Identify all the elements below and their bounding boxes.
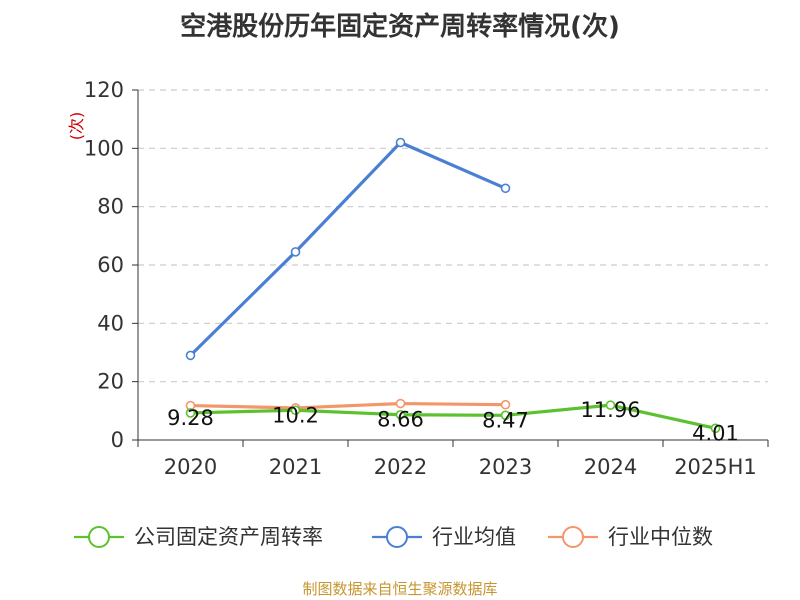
series-line bbox=[189, 140, 507, 357]
data-point bbox=[395, 137, 406, 148]
chart-title: 空港股份历年固定资产周转率情况(次) bbox=[180, 12, 620, 42]
x-tick-label: 2025H1 bbox=[674, 455, 757, 479]
data-point bbox=[500, 399, 511, 410]
y-tick-label: 100 bbox=[84, 136, 124, 160]
axes: 0 20 40 60 80 100 120 (次) 2020 2021 2022 2023 2024 20… bbox=[67, 78, 769, 479]
legend-label: 公司固定资产周转率 bbox=[134, 525, 323, 549]
data-point bbox=[395, 409, 406, 420]
grid-lines bbox=[138, 89, 768, 383]
x-tick-label: 2023 bbox=[479, 455, 532, 479]
data-label: 4.01 bbox=[692, 421, 739, 445]
data-labels: 9.28 10.2 8.66 8.47 11.96 4.01 bbox=[167, 398, 739, 445]
series-lines bbox=[185, 137, 721, 434]
y-tick-label: 0 bbox=[111, 428, 124, 452]
data-label: 9.28 bbox=[167, 406, 214, 430]
legend-item: 公司固定资产周转率 bbox=[74, 525, 323, 549]
y-tick-label: 20 bbox=[97, 370, 124, 394]
data-point bbox=[500, 410, 511, 421]
data-point bbox=[290, 247, 301, 257]
data-label: 11.96 bbox=[580, 398, 640, 422]
data-point bbox=[605, 400, 616, 410]
x-tick-label: 2024 bbox=[584, 455, 637, 479]
legend-label: 行业均值 bbox=[432, 525, 516, 549]
data-point bbox=[185, 350, 196, 361]
data-label: 10.2 bbox=[272, 403, 319, 427]
legend-label: 行业中位数 bbox=[608, 525, 713, 549]
y-tick-label: 80 bbox=[97, 195, 124, 219]
data-label: 8.47 bbox=[482, 408, 529, 432]
y-tick-label: 60 bbox=[97, 253, 124, 277]
data-point bbox=[290, 405, 301, 416]
series-line bbox=[190, 401, 506, 410]
legend-item: 行业均值 bbox=[372, 525, 516, 549]
data-label: 8.66 bbox=[377, 408, 424, 432]
legend: 公司固定资产周转率 行业均值 行业中位数 bbox=[74, 525, 713, 549]
y-tick-label: 40 bbox=[97, 311, 124, 335]
data-point bbox=[500, 183, 511, 194]
source-note: 制图数据来自恒生聚源数据库 bbox=[302, 580, 498, 598]
series-line bbox=[190, 403, 716, 430]
data-point bbox=[395, 398, 406, 409]
legend-swatch-marker bbox=[88, 526, 110, 548]
legend-swatch-marker bbox=[562, 526, 584, 548]
x-tick-label: 2022 bbox=[374, 455, 427, 479]
legend-swatch-marker bbox=[386, 526, 408, 548]
data-point bbox=[185, 408, 196, 418]
data-point bbox=[710, 423, 721, 434]
legend-item: 行业中位数 bbox=[548, 525, 713, 549]
x-tick-label: 2021 bbox=[269, 455, 322, 479]
x-tick-label: 2020 bbox=[164, 455, 217, 479]
y-axis-label: (次) bbox=[67, 112, 86, 141]
y-tick-label: 120 bbox=[84, 78, 124, 102]
